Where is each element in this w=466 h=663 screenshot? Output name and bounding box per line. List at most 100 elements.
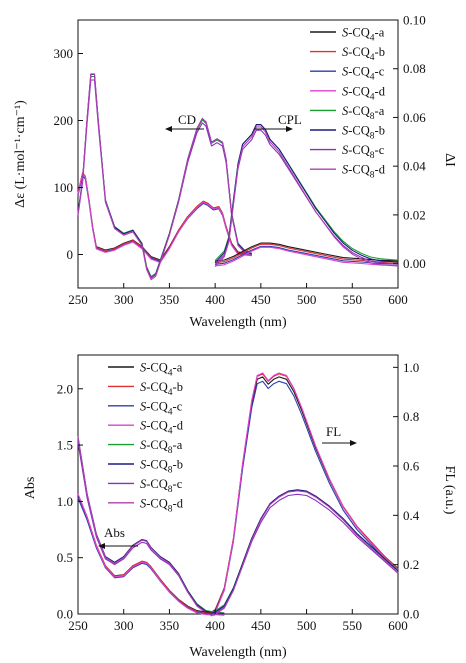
series-line-cq8-fl xyxy=(210,489,399,614)
legend-prefix: S xyxy=(342,45,349,59)
series-line-cq8-fl xyxy=(210,490,399,613)
legend-prefix: S xyxy=(140,399,147,413)
legend-prefix: S xyxy=(140,496,147,510)
top-series-group xyxy=(77,73,399,281)
series-line-cq4-cpl xyxy=(215,243,399,264)
legend-base: -CQ xyxy=(146,419,168,433)
legend-sub: 4 xyxy=(168,369,173,379)
series-line-cq8-abs xyxy=(77,436,225,616)
legend-sub: 8 xyxy=(168,466,173,476)
legend-entry: S-CQ8-c xyxy=(140,477,183,495)
left-y-tick-label: 2.0 xyxy=(57,381,73,396)
legend-entry: S-CQ4-b xyxy=(140,380,183,398)
series-line-cq4-fl xyxy=(210,372,399,616)
x-tick-label: 250 xyxy=(68,618,88,633)
legend-base: -CQ xyxy=(348,45,370,59)
legend-entry: S-CQ4-d xyxy=(140,419,184,437)
legend-suffix: -d xyxy=(173,496,184,510)
legend-base: -CQ xyxy=(348,163,370,177)
top-left-y-ticks: 0 100 200 300 xyxy=(54,46,83,262)
x-tick-label: 550 xyxy=(343,292,363,307)
x-tick-label: 450 xyxy=(251,292,271,307)
top-plot-frame xyxy=(77,19,399,289)
legend-sub: 4 xyxy=(370,53,375,63)
series-line-cq4-cpl xyxy=(215,242,399,262)
fl-annotation: FL xyxy=(326,424,341,439)
legend-suffix: -d xyxy=(375,163,386,177)
legend-prefix: S xyxy=(342,104,349,118)
series-line-cq8-cpl xyxy=(214,126,399,267)
legend-prefix: S xyxy=(140,419,147,433)
bottom-right-y-axis-label: FL (a.u.) xyxy=(442,466,457,515)
x-tick-label: 350 xyxy=(160,618,180,633)
series-line-cq8-fl xyxy=(210,493,399,616)
legend-sub: 4 xyxy=(370,34,375,44)
right-y-tick-label: 0.0 xyxy=(403,607,419,622)
top-x-ticks: 250 300 350 400 450 500 550 600 xyxy=(68,283,408,307)
legend-entry: S-CQ8-a xyxy=(342,104,385,122)
fl-arrow-head xyxy=(350,440,357,446)
top-legend: S-CQ4-aS-CQ4-bS-CQ4-cS-CQ4-dS-CQ8-aS-CQ8… xyxy=(310,26,386,181)
legend-suffix: -a xyxy=(375,104,385,118)
legend-base: -CQ xyxy=(146,399,168,413)
legend-base: -CQ xyxy=(348,124,370,138)
legend-sub: 4 xyxy=(370,73,375,83)
x-tick-label: 400 xyxy=(205,292,225,307)
bottom-legend: S-CQ4-aS-CQ4-bS-CQ4-cS-CQ4-dS-CQ8-aS-CQ8… xyxy=(108,361,184,514)
cpl-arrow-head xyxy=(286,126,293,132)
cd-cpl-chart: 250 300 350 400 450 500 550 600 0 100 200 300 0.00… xyxy=(13,13,457,331)
abs-fl-chart: 250 300 350 400 450 500 550 600 0.0 0.5 1.0 1.5 2.0… xyxy=(23,354,457,660)
cd-arrow-head xyxy=(165,126,172,132)
series-line-cq8-fl xyxy=(210,490,399,617)
legend-base: -CQ xyxy=(348,26,370,40)
x-tick-label: 450 xyxy=(251,618,271,633)
legend-base: -CQ xyxy=(348,143,370,157)
x-tick-label: 600 xyxy=(388,618,408,633)
legend-suffix: -b xyxy=(375,124,385,138)
legend-suffix: -b xyxy=(173,458,183,472)
x-tick-label: 400 xyxy=(205,618,225,633)
right-y-tick-label: 0.04 xyxy=(403,159,426,174)
legend-base: -CQ xyxy=(146,361,168,375)
bottom-series-group xyxy=(77,372,399,617)
legend-entry: S-CQ4-a xyxy=(342,26,385,44)
legend-prefix: S xyxy=(342,26,349,40)
legend-sub: 4 xyxy=(168,388,173,398)
series-line-cq8-cd xyxy=(77,73,252,281)
legend-entry: S-CQ8-c xyxy=(342,143,385,161)
legend-prefix: S xyxy=(140,458,147,472)
left-y-tick-label: 0.5 xyxy=(57,550,73,565)
bottom-right-y-ticks: 0.0 0.2 0.4 0.6 0.8 1.0 xyxy=(393,360,420,622)
left-y-tick-label: 300 xyxy=(54,46,74,61)
x-tick-label: 500 xyxy=(297,618,317,633)
legend-prefix: S xyxy=(140,477,147,491)
legend-entry: S-CQ4-c xyxy=(342,65,385,83)
legend-sub: 8 xyxy=(370,151,375,161)
cd-annotation: CD xyxy=(178,112,196,127)
legend-base: -CQ xyxy=(146,477,168,491)
legend-suffix: -d xyxy=(375,84,386,98)
right-y-tick-label: 0.4 xyxy=(403,508,420,523)
legend-sub: 8 xyxy=(370,171,375,181)
legend-suffix: -c xyxy=(173,477,183,491)
right-y-tick-label: 0.6 xyxy=(403,459,420,474)
legend-suffix: -b xyxy=(173,380,183,394)
abs-arrow-head xyxy=(98,543,105,549)
series-line-cq4-abs xyxy=(77,497,216,615)
x-tick-label: 300 xyxy=(114,618,134,633)
x-tick-label: 550 xyxy=(343,618,363,633)
legend-entry: S-CQ8-b xyxy=(140,458,183,476)
legend-base: -CQ xyxy=(146,438,168,452)
left-y-tick-label: 1.0 xyxy=(57,494,73,509)
series-line-cq4-cd xyxy=(77,172,252,264)
legend-sub: 4 xyxy=(168,427,173,437)
bottom-x-ticks: 250 300 350 400 450 500 550 600 xyxy=(68,609,408,633)
bottom-left-y-ticks: 0.0 0.5 1.0 1.5 2.0 xyxy=(57,381,83,622)
left-y-tick-label: 1.5 xyxy=(57,438,73,453)
legend-prefix: S xyxy=(342,65,349,79)
bottom-plot-frame xyxy=(77,354,399,615)
left-y-tick-label: 100 xyxy=(54,180,74,195)
top-right-y-axis-label: ΔI xyxy=(442,153,457,167)
legend-entry: S-CQ4-a xyxy=(140,361,183,379)
